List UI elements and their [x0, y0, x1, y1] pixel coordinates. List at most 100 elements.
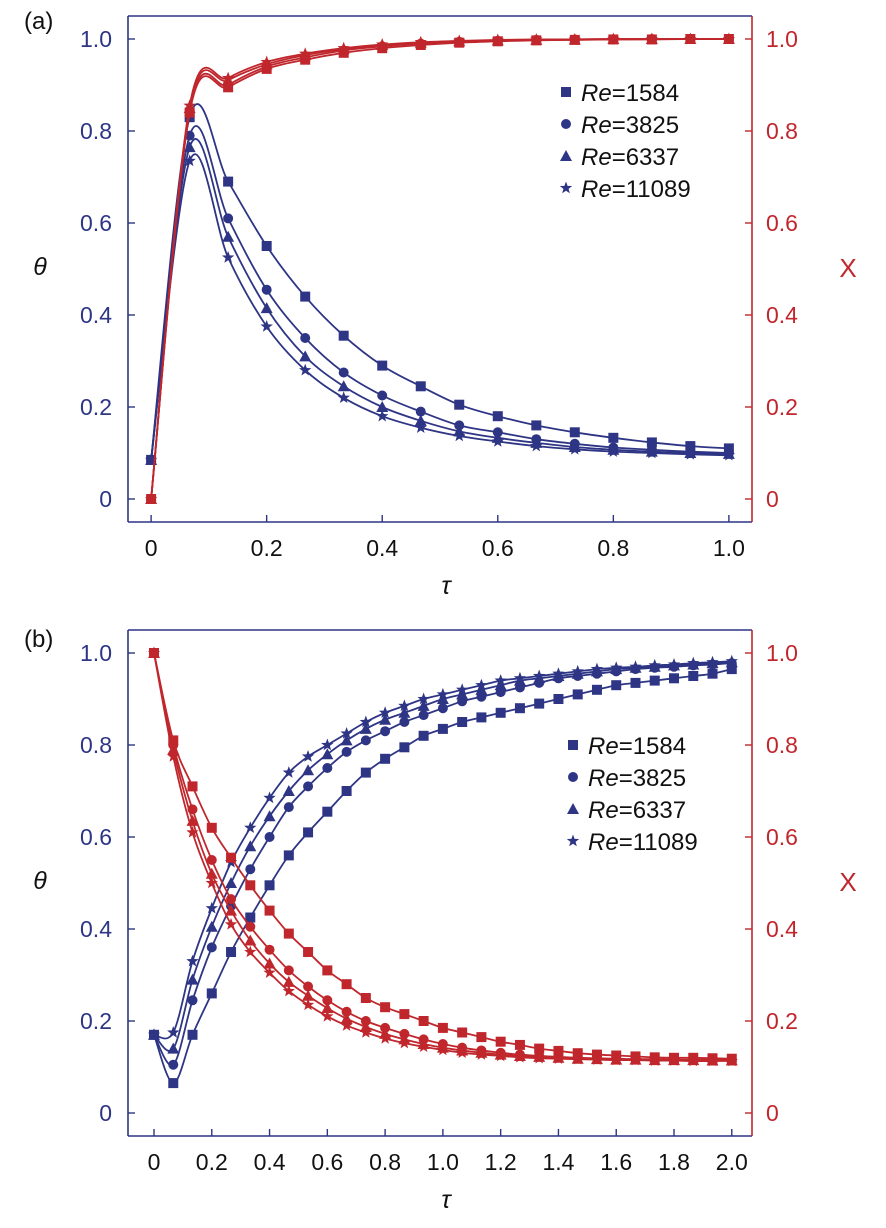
x-tick-label: 2.0	[716, 1149, 748, 1175]
data-point	[359, 1026, 373, 1038]
data-point	[338, 367, 349, 378]
data-point	[453, 429, 466, 442]
data-point	[341, 746, 352, 757]
data-point	[187, 1029, 198, 1040]
legend-label-prefix: Re	[581, 112, 612, 139]
data-point	[187, 781, 198, 792]
data-point	[144, 492, 158, 505]
right-y-tick-label: 0.2	[766, 394, 798, 420]
left-y-tick-label: 0.4	[80, 302, 112, 328]
data-point	[376, 401, 389, 412]
series-line	[153, 652, 732, 1062]
data-point	[321, 1009, 334, 1022]
data-point	[687, 656, 700, 669]
data-point	[531, 420, 542, 431]
data-point	[453, 34, 466, 47]
data-point	[569, 427, 580, 438]
data-point	[300, 333, 311, 343]
data-point	[630, 677, 641, 688]
data-point	[147, 646, 161, 659]
left-y-axis-label: θ	[33, 253, 47, 281]
data-point	[341, 786, 352, 796]
data-point	[534, 698, 545, 709]
data-point	[206, 822, 217, 833]
legend-marker-circle	[561, 119, 571, 129]
right-y-tick-label: 0.8	[766, 732, 798, 758]
right-y-axis-label: X	[839, 867, 856, 897]
x-axis-label: τ	[441, 572, 452, 600]
data-point	[726, 664, 737, 675]
right-y-axis-label: X	[839, 253, 856, 283]
legend-marker-circle	[568, 772, 578, 782]
data-point	[414, 35, 427, 48]
data-point	[261, 241, 272, 251]
data-point	[379, 713, 392, 725]
legend-marker-triangle	[560, 150, 572, 161]
data-point	[221, 251, 235, 263]
data-point	[360, 735, 371, 746]
data-point	[186, 954, 199, 967]
data-point	[667, 1054, 681, 1066]
data-point	[244, 821, 257, 834]
data-point	[186, 973, 199, 985]
data-point	[645, 446, 659, 459]
data-point	[494, 674, 507, 686]
data-point	[514, 703, 525, 714]
data-point	[260, 302, 273, 314]
right-y-tick-label: 1.0	[766, 26, 798, 52]
data-point	[147, 1028, 161, 1041]
left-y-tick-label: 0.2	[80, 1008, 112, 1034]
legend-label-value: =1584	[619, 733, 686, 760]
data-point	[437, 703, 448, 714]
data-point	[322, 806, 333, 817]
legend-label-prefix: Re	[588, 765, 619, 792]
data-point	[302, 764, 315, 776]
data-point	[608, 432, 619, 443]
data-point	[415, 381, 426, 392]
data-point	[167, 1042, 180, 1054]
data-point	[167, 750, 180, 762]
data-point	[568, 442, 581, 455]
data-point	[667, 658, 681, 670]
data-point	[417, 1040, 430, 1053]
data-point	[341, 979, 352, 990]
data-point	[264, 905, 275, 916]
data-point	[607, 445, 620, 457]
series-x-star	[147, 646, 738, 1067]
data-point	[337, 380, 350, 392]
data-point	[590, 662, 604, 675]
series-line	[153, 652, 732, 1062]
data-point	[494, 1049, 507, 1062]
data-point	[168, 1078, 179, 1089]
series-line	[153, 661, 732, 1052]
data-point	[590, 1053, 604, 1065]
data-point	[359, 715, 373, 728]
data-point	[260, 320, 273, 332]
series-theta-circle	[149, 658, 737, 1070]
data-point	[475, 678, 488, 691]
data-point	[436, 693, 449, 704]
data-point	[376, 409, 389, 422]
legend-label-value: =11089	[612, 176, 691, 203]
data-point	[360, 993, 371, 1003]
data-point	[321, 738, 334, 751]
data-point	[205, 901, 218, 914]
data-point	[669, 673, 679, 684]
data-point	[183, 154, 196, 167]
legend-label: Re=6337	[581, 144, 679, 171]
data-point	[475, 683, 488, 695]
data-point	[418, 1016, 429, 1026]
data-point	[338, 330, 349, 341]
x-tick-label: 0	[145, 535, 158, 561]
legend-label: Re=11089	[581, 176, 691, 203]
legend-marker-square	[568, 740, 578, 750]
data-point	[610, 661, 623, 673]
data-point	[398, 706, 411, 718]
data-point	[491, 33, 504, 46]
data-point	[610, 1053, 623, 1066]
data-point	[572, 689, 583, 700]
series-theta-star	[144, 153, 736, 466]
data-point	[688, 671, 699, 681]
data-point	[571, 664, 584, 677]
